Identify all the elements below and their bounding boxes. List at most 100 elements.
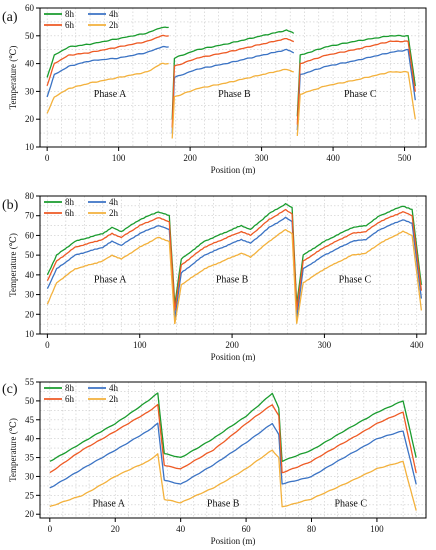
legend-label-6h: 6h: [65, 394, 75, 404]
y-axis-label: Temperature (℃): [8, 233, 18, 297]
series-2h: [49, 449, 417, 511]
series-line-2h: [278, 457, 417, 511]
series-6h: [46, 34, 416, 128]
legend-label-6h: 6h: [65, 20, 75, 30]
legend-label-8h: 8h: [65, 197, 75, 207]
legend-label-4h: 4h: [109, 383, 119, 393]
series-line-6h: [46, 34, 169, 87]
series-line-6h: [49, 403, 165, 474]
legend: 8h 4h 6h 2h: [44, 9, 119, 30]
y-tick-label: 70: [25, 211, 35, 221]
series-4h: [49, 422, 417, 489]
y-tick-label: 60: [25, 3, 35, 13]
series-line-2h: [171, 68, 294, 139]
series-line-2h: [174, 228, 298, 325]
y-tick-label: 10: [25, 142, 35, 152]
series-line-6h: [278, 411, 417, 474]
series-line-8h: [296, 205, 423, 305]
series-line-2h: [296, 230, 423, 324]
x-tick-label: 400: [326, 153, 340, 163]
y-tick-label: 10: [25, 329, 35, 339]
plot-frame: [39, 7, 427, 148]
y-axis-label: Temperature (℃): [8, 418, 18, 482]
x-axis-label: Position (m): [211, 536, 256, 546]
series-line-8h: [46, 211, 176, 305]
phase-label: Phase B: [207, 499, 240, 510]
panel-label: (c): [2, 382, 18, 397]
phase-label: Phase B: [218, 89, 251, 100]
series-8h: [46, 202, 423, 305]
y-tick-label: 40: [25, 270, 35, 280]
series-line-2h: [46, 62, 169, 114]
series-line-4h: [296, 219, 423, 319]
y-tick-label: 20: [25, 309, 35, 319]
y-tick-label: 30: [25, 471, 35, 481]
legend-label-4h: 4h: [109, 197, 119, 207]
x-tick-label: 0: [45, 340, 50, 350]
panel-label: (b): [2, 198, 19, 213]
series-8h: [49, 392, 417, 463]
series-line-2h: [164, 449, 280, 504]
series-line-8h: [171, 29, 295, 120]
phase-label: Phase A: [94, 89, 127, 100]
phase-label: Phase C: [339, 275, 372, 286]
y-tick-label: 20: [25, 114, 35, 124]
y-tick-label: 30: [25, 290, 35, 300]
chart-panel-3: (c) 0 20 40 60 80 100 20 25 30 35 40 45 50 55 Position …: [2, 377, 427, 546]
panel-label: (a): [2, 10, 18, 25]
series-line-8h: [46, 26, 169, 78]
x-tick-label: 0: [45, 153, 50, 163]
series-line-4h: [49, 422, 165, 489]
legend-label-4h: 4h: [109, 9, 119, 19]
series-6h: [46, 208, 423, 311]
chart-panel-2: (b) 0 100 200 300 400 10 20 30 40 50 60 70 80 Position…: [2, 191, 427, 362]
y-axis-label: Temperature (℃): [8, 46, 18, 110]
series-line-4h: [46, 45, 169, 98]
phase-label: Phase C: [335, 499, 368, 510]
series-line-4h: [164, 422, 280, 485]
x-axis-label: Position (m): [211, 352, 256, 362]
series-line-6h: [174, 208, 298, 311]
y-tick-label: 50: [25, 396, 35, 406]
series-line-6h: [164, 404, 280, 470]
y-tick-label: 60: [25, 230, 35, 240]
series-2h: [46, 62, 416, 139]
x-tick-label: 300: [318, 340, 332, 350]
x-tick-label: 100: [370, 524, 384, 534]
x-tick-label: 100: [133, 340, 147, 350]
series-2h: [46, 228, 423, 325]
x-tick-label: 80: [307, 524, 317, 534]
y-tick-label: 55: [25, 377, 35, 387]
series-line-8h: [296, 34, 416, 117]
phase-label: Phase A: [94, 275, 127, 286]
y-tick-label: 50: [25, 250, 35, 260]
y-tick-label: 20: [25, 509, 35, 519]
plot-frame: [39, 195, 427, 335]
series-line-6h: [46, 217, 176, 311]
plot-frame: [39, 381, 427, 519]
series-line-4h: [174, 216, 298, 319]
x-tick-label: 200: [225, 340, 239, 350]
y-tick-label: 40: [25, 59, 35, 69]
x-tick-label: 200: [183, 153, 197, 163]
series-line-4h: [278, 430, 417, 485]
y-tick-label: 45: [25, 415, 35, 425]
y-tick-label: 30: [25, 86, 35, 96]
series-4h: [46, 216, 423, 319]
legend-label-6h: 6h: [65, 208, 75, 218]
legend: 8h 4h 6h 2h: [44, 383, 119, 404]
chart-panel-1: (a) 0 100 200 300 400 500 10 20 30 40 50 60 Position …: [2, 3, 427, 175]
legend-label-8h: 8h: [65, 9, 75, 19]
series-8h: [46, 26, 416, 120]
series-line-8h: [49, 392, 165, 462]
y-tick-label: 35: [25, 453, 35, 463]
x-tick-label: 20: [111, 524, 121, 534]
series-line-2h: [46, 236, 176, 325]
x-tick-label: 500: [398, 153, 412, 163]
series-line-6h: [296, 40, 416, 125]
y-tick-label: 25: [25, 490, 35, 500]
y-tick-label: 40: [25, 434, 35, 444]
x-tick-label: 100: [112, 153, 126, 163]
legend-label-2h: 2h: [109, 208, 119, 218]
